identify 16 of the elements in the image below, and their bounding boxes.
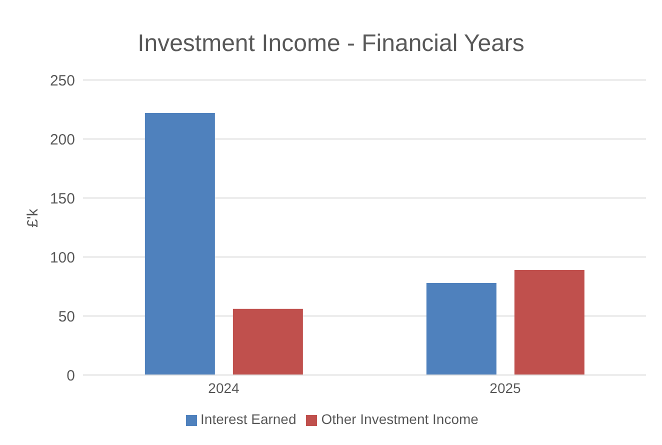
legend-label: Interest Earned bbox=[200, 411, 296, 427]
y-axis-title: £'k bbox=[24, 208, 42, 228]
y-tick-label: 250 bbox=[50, 72, 75, 90]
y-tick-label: 100 bbox=[50, 249, 75, 266]
chart-title: Investment Income - Financial Years bbox=[136, 30, 526, 58]
x-tick-label: 2025 bbox=[490, 380, 522, 396]
y-tick-label: 150 bbox=[50, 190, 75, 208]
x-tick-label: 2024 bbox=[208, 380, 240, 396]
y-tick-label: 50 bbox=[58, 308, 75, 326]
bar bbox=[144, 113, 215, 375]
y-tick-label: 200 bbox=[50, 131, 75, 148]
legend-label: Other Investment Income bbox=[321, 411, 478, 427]
y-tick-label: 0 bbox=[66, 367, 75, 384]
bar bbox=[232, 308, 303, 375]
bar bbox=[426, 282, 496, 375]
bar bbox=[514, 270, 584, 375]
